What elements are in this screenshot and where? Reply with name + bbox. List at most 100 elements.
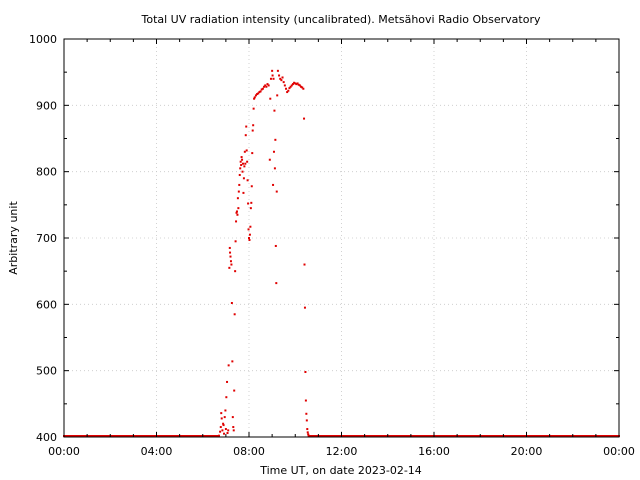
x-tick-label: 08:00 <box>233 445 265 458</box>
data-point <box>241 170 244 173</box>
data-point <box>229 251 232 254</box>
data-point <box>242 177 245 180</box>
data-point <box>229 255 232 258</box>
data-point <box>247 228 250 231</box>
data-point <box>228 266 231 269</box>
data-point <box>285 87 287 90</box>
data-point <box>297 83 300 86</box>
data-point <box>248 238 251 241</box>
data-point <box>230 263 233 266</box>
data-point <box>283 84 286 87</box>
data-point <box>239 160 242 163</box>
data-point <box>300 85 303 88</box>
data-point <box>233 313 236 316</box>
data-point <box>249 225 252 228</box>
y-axis-label: Arbitrary unit <box>7 201 20 275</box>
data-point <box>232 429 235 432</box>
axis-ticks: 00:00 04:00 08:00 12:00 16:00 20:00 00:0040050… <box>29 33 635 458</box>
data-point <box>304 399 307 402</box>
data-point <box>263 85 266 88</box>
data-points <box>63 69 620 437</box>
data-point <box>306 428 309 431</box>
data-point <box>305 412 308 415</box>
data-point <box>237 190 240 193</box>
data-point <box>230 302 233 305</box>
data-point <box>235 220 238 223</box>
data-point <box>247 202 250 205</box>
data-point <box>293 81 296 84</box>
data-point <box>233 389 236 392</box>
data-point <box>271 69 274 72</box>
data-point <box>259 90 262 93</box>
data-point <box>235 211 238 214</box>
data-point <box>251 152 254 155</box>
data-point <box>267 84 270 87</box>
data-point <box>235 210 238 213</box>
data-point <box>222 424 225 427</box>
data-point <box>253 97 256 100</box>
data-point <box>273 109 276 112</box>
data-point <box>279 77 282 80</box>
data-point <box>295 83 298 86</box>
data-point <box>225 396 228 399</box>
data-point <box>241 162 244 165</box>
data-point <box>307 433 310 436</box>
data-point <box>294 82 297 85</box>
data-point <box>305 419 308 422</box>
data-point <box>244 134 247 137</box>
data-point <box>275 190 278 193</box>
data-point <box>252 124 255 127</box>
data-point <box>276 69 279 72</box>
data-point <box>222 422 225 425</box>
data-point <box>234 270 237 273</box>
data-point <box>244 162 247 165</box>
y-tick-label: 700 <box>36 232 57 245</box>
data-point <box>238 173 241 176</box>
data-point <box>250 201 253 204</box>
data-point <box>224 409 227 412</box>
x-tick-label: 00:00 <box>48 445 80 458</box>
data-point <box>280 79 283 82</box>
data-point <box>261 87 264 90</box>
data-point <box>243 150 246 153</box>
data-point <box>306 431 309 434</box>
data-point <box>243 165 246 168</box>
data-point <box>253 96 256 99</box>
data-point <box>226 380 229 383</box>
y-tick-label: 600 <box>36 298 57 311</box>
data-point <box>288 87 291 90</box>
data-point <box>291 83 294 86</box>
data-point <box>260 88 263 91</box>
data-point <box>237 207 240 210</box>
grid-lines <box>64 39 619 437</box>
data-point <box>227 429 230 432</box>
data-point <box>265 85 268 88</box>
data-point <box>224 428 227 431</box>
data-point <box>234 240 237 243</box>
data-point <box>231 360 234 363</box>
data-point <box>271 74 274 77</box>
data-point <box>246 179 249 182</box>
data-point <box>241 158 244 161</box>
data-point <box>238 183 241 186</box>
data-point <box>242 191 245 194</box>
data-point <box>223 416 226 419</box>
data-point <box>272 77 275 80</box>
data-point <box>245 125 248 128</box>
x-tick-label: 12:00 <box>326 445 358 458</box>
data-point <box>217 434 220 437</box>
data-point <box>287 89 290 92</box>
y-tick-label: 400 <box>36 431 57 444</box>
data-point <box>281 76 284 79</box>
data-point <box>223 432 226 435</box>
data-point <box>258 91 261 94</box>
x-tick-label: 20:00 <box>511 445 543 458</box>
data-point <box>266 83 269 86</box>
data-point <box>220 417 223 420</box>
data-point <box>245 149 248 152</box>
data-point <box>240 164 243 167</box>
y-tick-label: 500 <box>36 365 57 378</box>
y-tick-label: 1000 <box>29 33 57 46</box>
data-point <box>286 91 289 94</box>
